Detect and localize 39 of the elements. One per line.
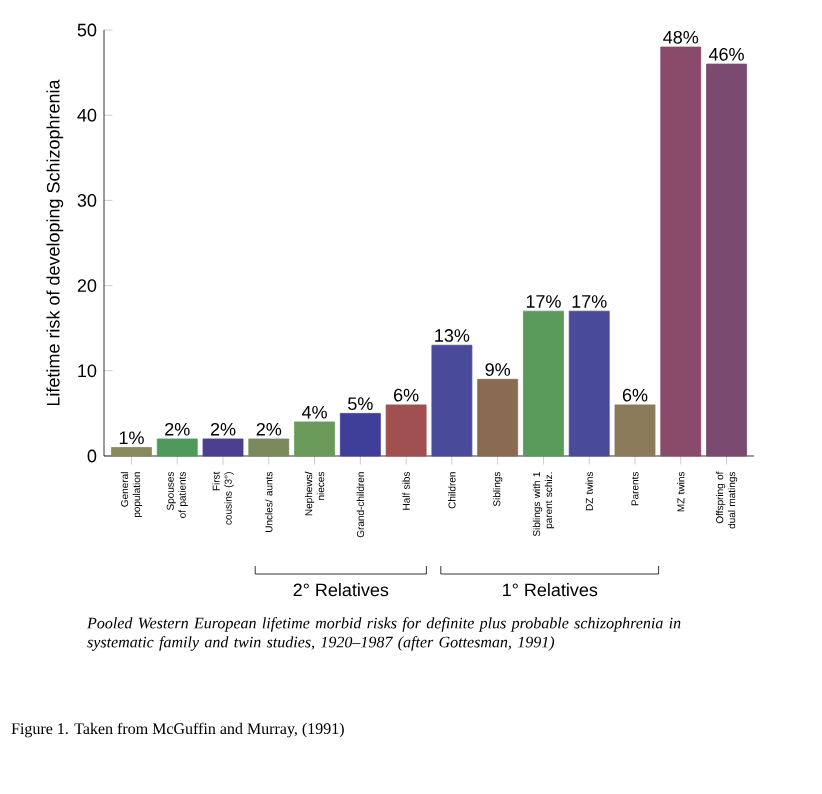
data-label: 1%	[119, 431, 144, 445]
bar	[385, 404, 427, 457]
data-label: 2%	[165, 422, 190, 436]
text: Pooled Western European lifetime morbid risks for definite plus probable schizophrenia in systematic family and twin studies, 1920–1987 (after Gottesman, 1991)	[86, 617, 681, 651]
data-label: 4%	[301, 405, 327, 419]
data-label: 2%	[256, 422, 282, 436]
y-tick-label: 40	[77, 108, 97, 122]
data-label: 13%	[435, 329, 470, 342]
bar	[294, 421, 335, 457]
bar	[248, 438, 290, 457]
caption: Figure 1. Taken from McGuffin and Murray, (1991)	[11, 722, 344, 738]
y-tick-label: 50	[77, 23, 97, 37]
y-tick-label: 0	[87, 449, 97, 463]
data-label: 5%	[348, 397, 373, 411]
data-label: 2%	[210, 422, 236, 436]
bar	[660, 46, 702, 457]
y-axis-title: Lifetime risk of developing Schizophrenia	[46, 79, 64, 406]
data-label: 17%	[572, 295, 607, 308]
bar	[339, 413, 381, 457]
data-label: 17%	[526, 295, 561, 308]
bar	[111, 447, 152, 457]
bar	[431, 344, 473, 457]
y-tick-label: 10	[78, 364, 97, 378]
data-label: 46%	[708, 47, 744, 61]
text: 1° Relatives	[503, 583, 598, 597]
bar	[477, 378, 519, 457]
bar	[156, 438, 198, 457]
bar	[614, 404, 656, 457]
bar	[706, 63, 747, 457]
y-tick-label: 30	[77, 194, 97, 207]
data-label: 48%	[663, 30, 699, 44]
y-tick-label: 20	[77, 279, 97, 292]
data-label: 6%	[622, 388, 648, 402]
data-label: 6%	[394, 388, 419, 402]
data-label: 9%	[485, 363, 511, 376]
bar	[202, 438, 244, 457]
bar	[523, 310, 564, 457]
text: 2° Relatives	[293, 583, 389, 597]
bar	[568, 310, 610, 457]
